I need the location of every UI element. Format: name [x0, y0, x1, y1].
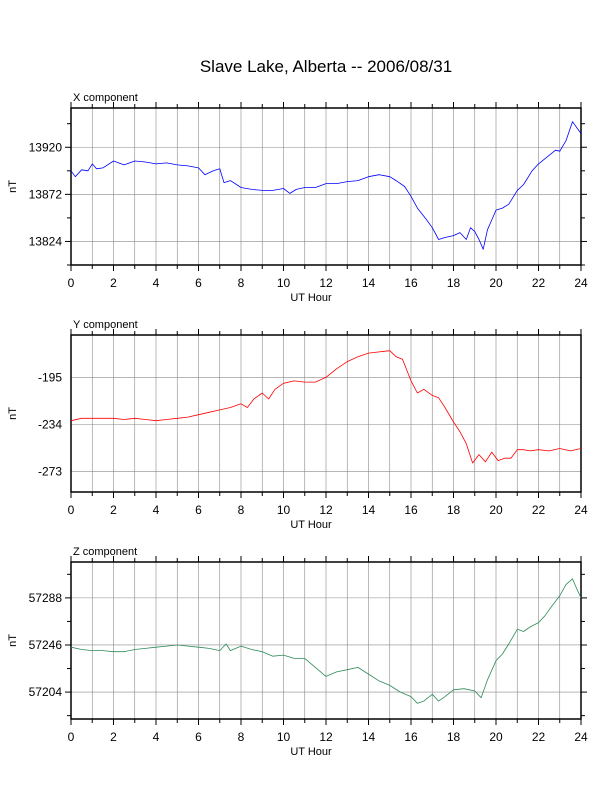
x-tick-label: 20: [489, 503, 503, 517]
x-axis-title: UT Hour: [290, 746, 332, 758]
x-tick-label: 20: [489, 730, 503, 744]
x-tick-label: 14: [362, 503, 376, 517]
series-line-1-0: [70, 350, 582, 464]
x-tick-label: 2: [110, 730, 117, 744]
x-tick-label: 0: [68, 276, 75, 290]
x-tick-label: 16: [404, 276, 418, 290]
panel-title-2: Z component: [73, 546, 137, 558]
x-tick-label: 24: [574, 730, 588, 744]
x-tick-label: 18: [447, 503, 461, 517]
y-axis-title: nT: [7, 180, 19, 193]
x-tick-label: 10: [277, 276, 291, 290]
x-tick-label: 14: [362, 730, 376, 744]
x-tick-label: 22: [532, 276, 546, 290]
y-tick-label: 57288: [29, 591, 63, 605]
x-tick-label: 4: [153, 730, 160, 744]
y-tick-label: 13872: [29, 187, 63, 201]
x-axis-title: UT Hour: [290, 292, 332, 304]
x-tick-label: 2: [110, 276, 117, 290]
y-tick-label: -273: [38, 464, 62, 478]
x-tick-label: 20: [489, 276, 503, 290]
x-tick-label: 2: [110, 503, 117, 517]
x-tick-label: 22: [532, 503, 546, 517]
x-tick-label: 12: [319, 503, 333, 517]
x-tick-label: 14: [362, 276, 376, 290]
x-tick-label: 16: [404, 503, 418, 517]
y-axis-title: nT: [7, 407, 19, 420]
page-title: Slave Lake, Alberta -- 2006/08/31: [199, 57, 453, 76]
x-tick-label: 6: [195, 730, 202, 744]
y-tick-label: -195: [38, 370, 62, 384]
y-tick-label: 13824: [29, 234, 63, 248]
series-line-0-0: [70, 121, 582, 250]
x-tick-label: 8: [238, 730, 245, 744]
x-tick-label: 10: [277, 730, 291, 744]
panel-title-1: Y component: [73, 319, 138, 331]
x-tick-label: 8: [238, 276, 245, 290]
x-tick-label: 4: [153, 276, 160, 290]
x-tick-label: 0: [68, 730, 75, 744]
x-tick-label: 18: [447, 730, 461, 744]
y-axis-title: nT: [7, 634, 19, 647]
x-tick-label: 12: [319, 730, 333, 744]
x-tick-label: 0: [68, 503, 75, 517]
x-tick-label: 24: [574, 276, 588, 290]
x-tick-label: 22: [532, 730, 546, 744]
panel-title-0: X component: [73, 92, 138, 104]
x-tick-label: 16: [404, 730, 418, 744]
y-tick-label: -234: [38, 417, 62, 431]
x-tick-label: 24: [574, 503, 588, 517]
x-tick-label: 6: [195, 276, 202, 290]
y-tick-label: 57246: [29, 638, 63, 652]
x-axis-title: UT Hour: [290, 519, 332, 531]
x-tick-label: 12: [319, 276, 333, 290]
x-tick-label: 4: [153, 503, 160, 517]
x-tick-label: 18: [447, 276, 461, 290]
x-tick-label: 6: [195, 503, 202, 517]
x-tick-label: 10: [277, 503, 291, 517]
series-line-2-0: [70, 578, 582, 704]
y-tick-label: 13920: [29, 140, 63, 154]
x-tick-label: 8: [238, 503, 245, 517]
y-tick-label: 57204: [29, 685, 63, 699]
